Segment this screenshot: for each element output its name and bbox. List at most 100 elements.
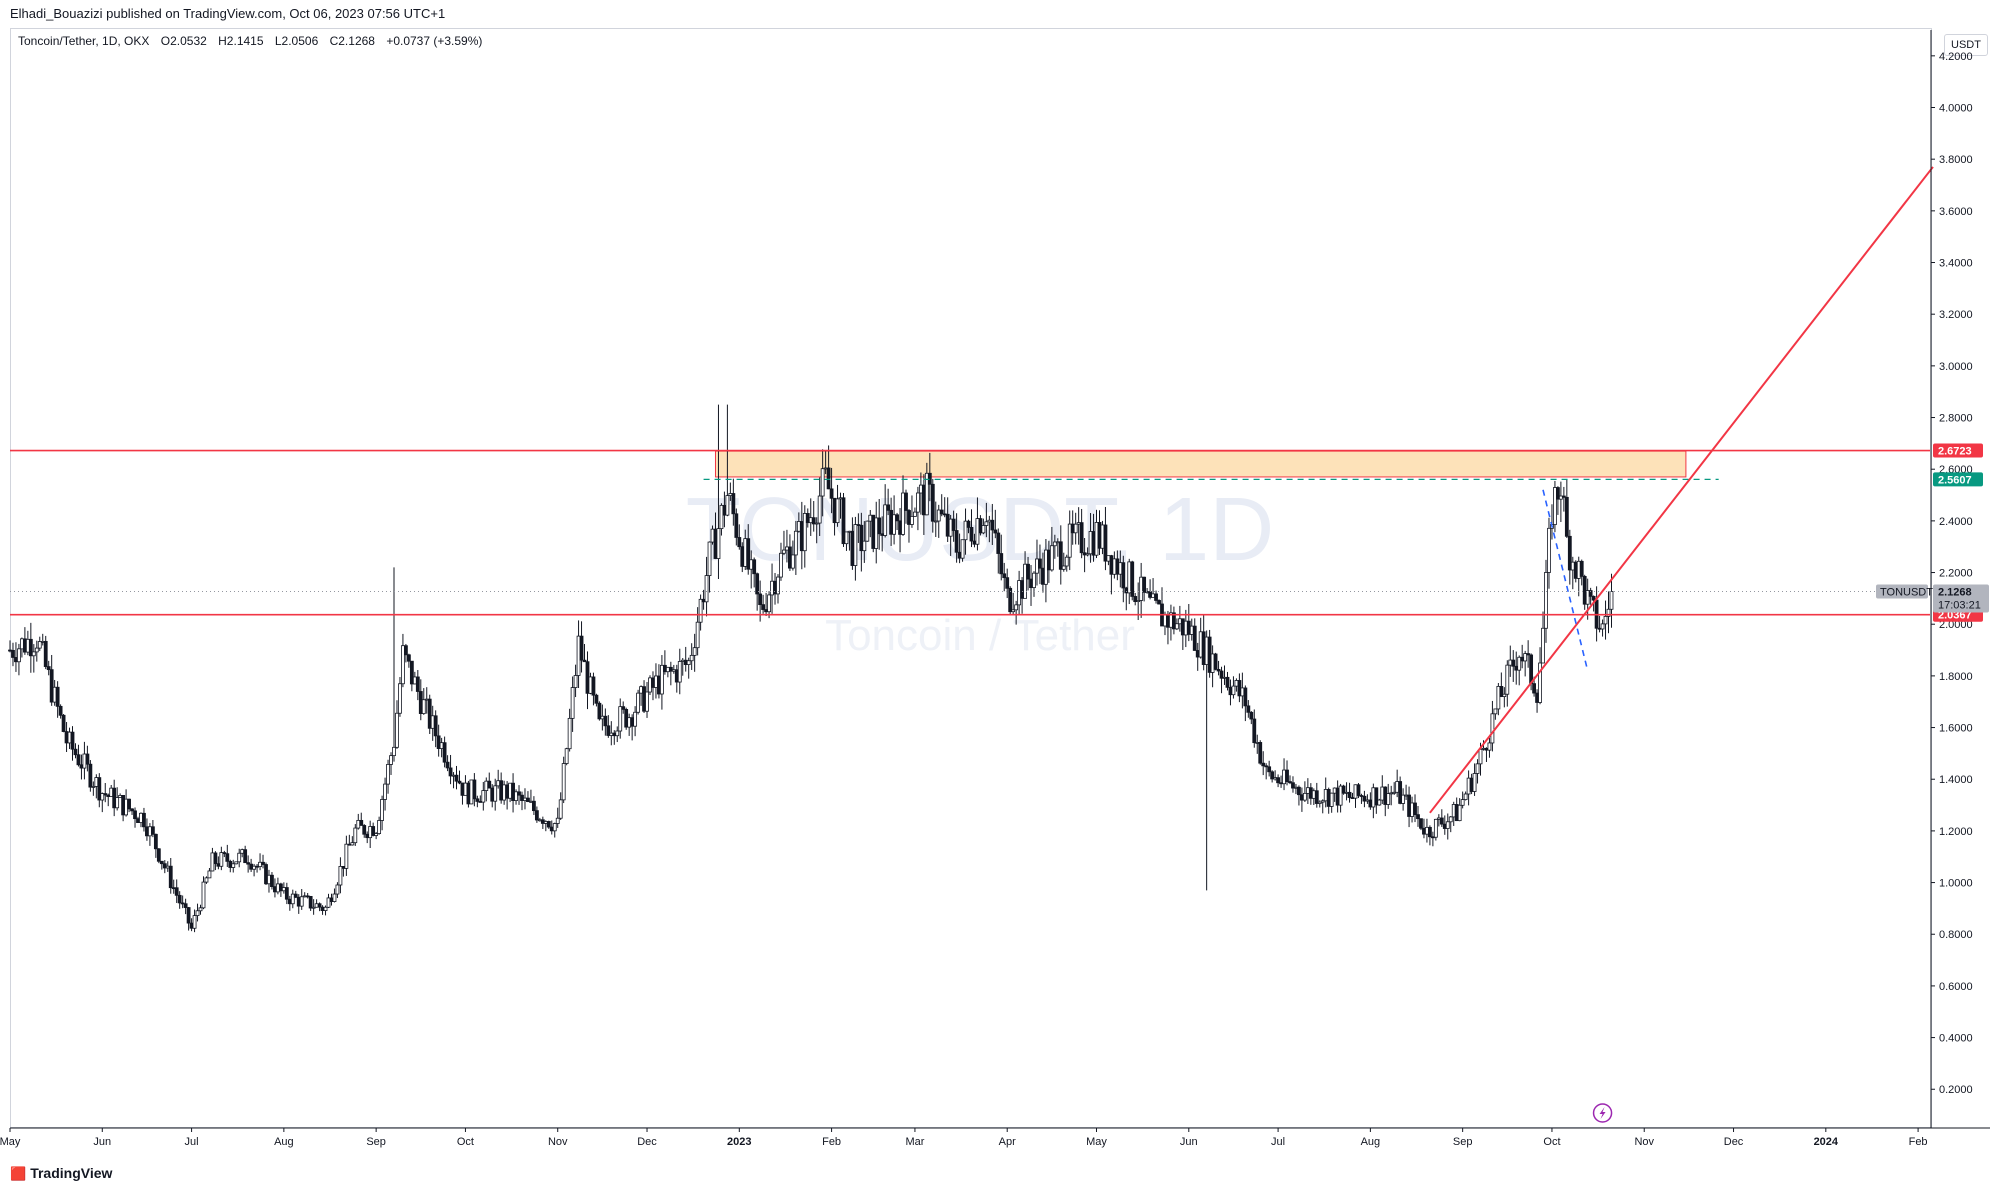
candle <box>412 671 417 685</box>
candle <box>1502 687 1507 708</box>
candle <box>308 895 313 911</box>
candle-body <box>267 874 271 885</box>
candle-body <box>356 819 361 829</box>
candle <box>636 689 640 715</box>
candle-body <box>463 782 468 796</box>
candle-body <box>1026 563 1030 580</box>
candle-body <box>1195 650 1200 658</box>
candle <box>517 785 521 805</box>
lightning-icon[interactable] <box>1592 1103 1613 1123</box>
candle-body <box>281 887 286 892</box>
candle <box>624 707 629 730</box>
price-tick-label: 4.0000 <box>1939 103 1973 115</box>
candle-body <box>1392 791 1397 794</box>
candle <box>540 816 545 829</box>
candle <box>180 895 185 909</box>
candle <box>814 517 819 544</box>
candle-body <box>278 883 283 892</box>
candle <box>645 681 649 718</box>
candle <box>1469 773 1474 795</box>
candle-body <box>1070 523 1075 534</box>
candle-body <box>76 754 81 766</box>
candle-body <box>424 698 429 701</box>
candle <box>335 882 340 899</box>
candle-body <box>1148 591 1152 598</box>
candle-body <box>1049 545 1054 571</box>
candle-body <box>374 833 379 836</box>
candle <box>1311 788 1316 806</box>
candle-body <box>61 714 66 732</box>
candle <box>1541 611 1545 664</box>
price-unit-button[interactable]: USDT <box>1944 34 1988 56</box>
candle-body <box>514 791 518 801</box>
candle-body <box>1038 558 1042 569</box>
candle <box>424 687 429 714</box>
candle <box>162 860 167 874</box>
candle <box>276 877 280 895</box>
candle-body <box>1407 794 1411 817</box>
candle-body <box>933 520 938 523</box>
candle <box>171 879 176 894</box>
candle-body <box>97 777 102 801</box>
candle <box>654 663 658 699</box>
dashed-level-price-tag-text: 2.5607 <box>1938 474 1972 486</box>
candle-body <box>558 799 563 819</box>
candle-body <box>252 865 256 870</box>
candle-body <box>1445 821 1450 829</box>
candle <box>761 594 766 614</box>
candle-body <box>603 715 608 727</box>
candle <box>478 795 483 803</box>
candle <box>657 664 661 699</box>
candle <box>320 905 325 915</box>
candle <box>1579 559 1584 586</box>
candle <box>954 513 959 563</box>
candle-body <box>823 467 828 470</box>
price-tick-label: 1.4000 <box>1939 774 1973 786</box>
price-tick-label: 3.6000 <box>1939 206 1973 218</box>
candle <box>460 782 465 805</box>
candle-body <box>1041 567 1045 585</box>
candle <box>1279 775 1283 788</box>
candle-body <box>1410 802 1414 817</box>
candle-body <box>1029 578 1033 589</box>
candle <box>1169 604 1173 641</box>
candle-body <box>1088 531 1093 555</box>
candle <box>1380 775 1385 805</box>
candle <box>1442 815 1447 835</box>
candle <box>1520 644 1525 669</box>
candle-body <box>412 676 417 685</box>
candle <box>1597 615 1602 633</box>
candle-body <box>1487 742 1492 751</box>
candle <box>1052 534 1057 559</box>
candle <box>1294 783 1298 795</box>
candle-body <box>159 860 164 865</box>
candle <box>1508 645 1513 677</box>
candle-body <box>1261 762 1266 767</box>
candle-body <box>892 514 896 535</box>
candle <box>153 833 158 858</box>
candle-body <box>1106 555 1111 562</box>
candle <box>415 669 420 701</box>
candle-body <box>270 874 274 888</box>
candle-body <box>383 783 387 800</box>
candle-body <box>1365 799 1370 802</box>
candle-body <box>153 833 158 850</box>
candle <box>1273 770 1278 781</box>
candle-body <box>1356 784 1361 796</box>
candle <box>290 889 295 909</box>
candle-body <box>719 504 724 530</box>
candle-body <box>1142 576 1147 593</box>
candle <box>1270 770 1275 783</box>
candle <box>246 855 251 873</box>
legend-symbol[interactable]: Toncoin/Tether, 1D, OKX <box>18 34 150 48</box>
time-tick-label: Nov <box>548 1136 568 1148</box>
tradingview-brand[interactable]: 🟥 TradingView <box>10 1165 112 1182</box>
candle <box>549 820 554 835</box>
candle-body <box>1302 792 1307 801</box>
candle <box>966 519 971 534</box>
candle-body <box>130 808 134 812</box>
candle-body <box>219 852 224 867</box>
candle-body <box>529 800 533 803</box>
